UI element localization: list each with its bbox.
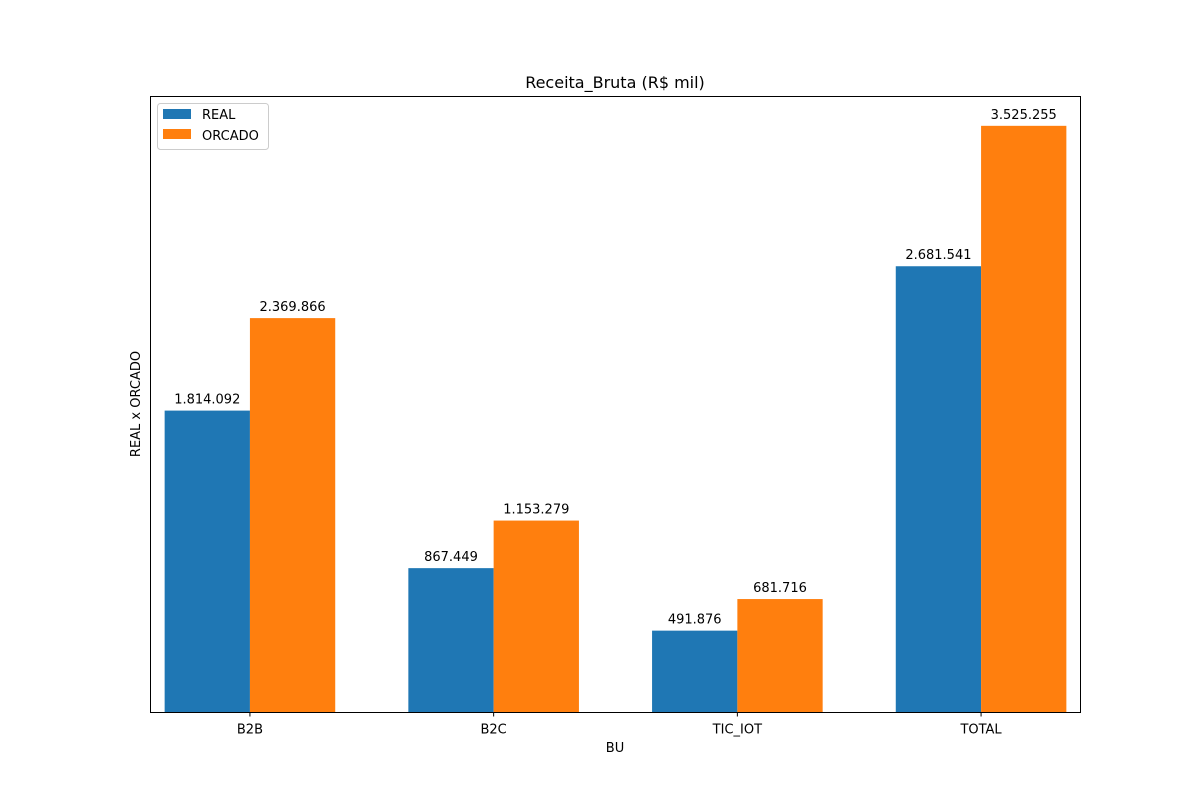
x-axis-label: BU (606, 741, 624, 756)
bar-real-tic-iot (652, 630, 738, 713)
x-tick-label-total: TOTAL (959, 723, 1002, 738)
plot-frame (150, 96, 1081, 713)
x-ticks-layer: B2B B2C TIC_IOT TOTAL (237, 712, 1002, 738)
data-labels-layer: 1.814.092 867.449 491.876 2.681.541 2.369.86… (174, 108, 1057, 628)
data-label-real-total: 2.681.541 (905, 248, 971, 263)
x-tick-label-tic-iot: TIC_IOT (712, 723, 762, 738)
chart-title: Receita_Bruta (R$ mil) (525, 73, 705, 93)
data-label-real-b2b: 1.814.092 (174, 393, 240, 408)
x-tick-label-b2c: B2C (480, 723, 506, 738)
bar-orcado-b2b (249, 318, 336, 713)
bar-real-b2c (408, 568, 494, 713)
x-tick-label-b2b: B2B (237, 723, 263, 738)
data-label-orcado-tic-iot: 681.716 (753, 581, 807, 596)
data-label-real-tic-iot: 491.876 (668, 613, 722, 628)
bar-orcado-total (981, 125, 1067, 713)
bar-orcado-b2c (493, 520, 579, 713)
legend: REAL ORCADO (157, 103, 269, 150)
bar-real-total (895, 266, 982, 713)
data-label-real-b2c: 867.449 (424, 550, 478, 565)
data-label-orcado-b2c: 1.153.279 (503, 503, 569, 518)
y-axis-label: REAL x ORCADO (129, 351, 144, 457)
bars-layer (164, 125, 1067, 713)
data-label-orcado-total: 3.525.255 (991, 108, 1057, 123)
data-label-orcado-b2b: 2.369.866 (259, 300, 325, 315)
legend-swatch-orcado (163, 129, 191, 139)
legend-swatch-real (163, 109, 191, 119)
legend-label-orcado: ORCADO (202, 129, 259, 144)
legend-label-real: REAL (202, 108, 236, 123)
bar-orcado-tic-iot (737, 599, 823, 713)
bar-real-b2b (164, 410, 250, 713)
